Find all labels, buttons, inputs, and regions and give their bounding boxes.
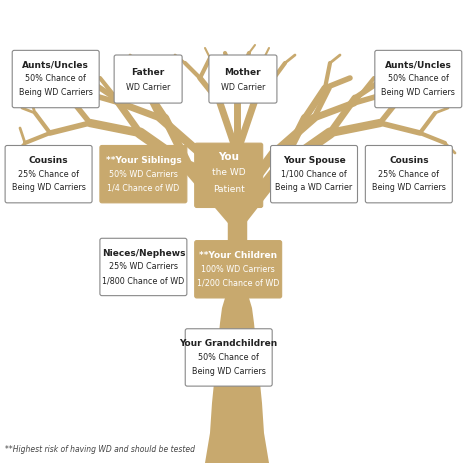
Polygon shape — [205, 295, 269, 463]
Text: Cousins: Cousins — [29, 156, 68, 164]
Text: **Your Siblings: **Your Siblings — [106, 156, 181, 164]
Text: Aunts/Uncles: Aunts/Uncles — [385, 61, 452, 69]
Text: Cousins: Cousins — [389, 156, 428, 164]
Text: 50% Chance of: 50% Chance of — [388, 75, 449, 83]
Text: 1/100 Chance of: 1/100 Chance of — [281, 169, 347, 178]
FancyBboxPatch shape — [195, 241, 282, 298]
Text: **Highest risk of having WD and should be tested: **Highest risk of having WD and should b… — [5, 444, 195, 453]
Text: Being WD Carriers: Being WD Carriers — [192, 366, 265, 375]
Text: Nieces/Nephews: Nieces/Nephews — [101, 248, 185, 257]
Text: Your Grandchildren: Your Grandchildren — [180, 338, 278, 347]
Text: 100% WD Carriers: 100% WD Carriers — [201, 264, 275, 273]
Text: Being WD Carriers: Being WD Carriers — [12, 183, 85, 192]
Text: Being a WD Carrier: Being a WD Carrier — [275, 183, 353, 192]
Text: **Your Children: **Your Children — [199, 250, 277, 259]
Text: 1/4 Chance of WD: 1/4 Chance of WD — [107, 183, 180, 192]
Text: Aunts/Uncles: Aunts/Uncles — [22, 61, 89, 69]
Text: 25% WD Carriers: 25% WD Carriers — [109, 262, 178, 271]
Text: 25% Chance of: 25% Chance of — [18, 169, 79, 178]
Text: 50% Chance of: 50% Chance of — [25, 75, 86, 83]
Text: 50% Chance of: 50% Chance of — [198, 352, 259, 361]
Text: Mother: Mother — [225, 68, 261, 76]
FancyBboxPatch shape — [185, 329, 272, 386]
Text: Patient: Patient — [213, 185, 245, 194]
FancyBboxPatch shape — [100, 146, 187, 203]
FancyBboxPatch shape — [375, 51, 462, 108]
Text: 50% WD Carriers: 50% WD Carriers — [109, 169, 178, 178]
Text: 1/200 Chance of WD: 1/200 Chance of WD — [197, 278, 279, 287]
Text: Your Spouse: Your Spouse — [283, 156, 346, 164]
FancyBboxPatch shape — [195, 144, 263, 208]
Text: WD Carrier: WD Carrier — [126, 83, 170, 92]
FancyBboxPatch shape — [100, 239, 187, 296]
FancyBboxPatch shape — [5, 146, 92, 203]
Text: Being WD Carriers: Being WD Carriers — [382, 88, 455, 97]
FancyBboxPatch shape — [114, 56, 182, 104]
Text: 25% Chance of: 25% Chance of — [378, 169, 439, 178]
FancyBboxPatch shape — [271, 146, 357, 203]
Text: the WD: the WD — [212, 168, 246, 177]
FancyBboxPatch shape — [365, 146, 452, 203]
Text: You: You — [218, 152, 239, 162]
Text: Being WD Carriers: Being WD Carriers — [19, 88, 92, 97]
Text: Father: Father — [131, 68, 165, 76]
Text: 1/800 Chance of WD: 1/800 Chance of WD — [102, 275, 184, 285]
Text: WD Carrier: WD Carrier — [221, 83, 265, 92]
FancyBboxPatch shape — [209, 56, 277, 104]
Text: Being WD Carriers: Being WD Carriers — [372, 183, 446, 192]
FancyBboxPatch shape — [12, 51, 99, 108]
